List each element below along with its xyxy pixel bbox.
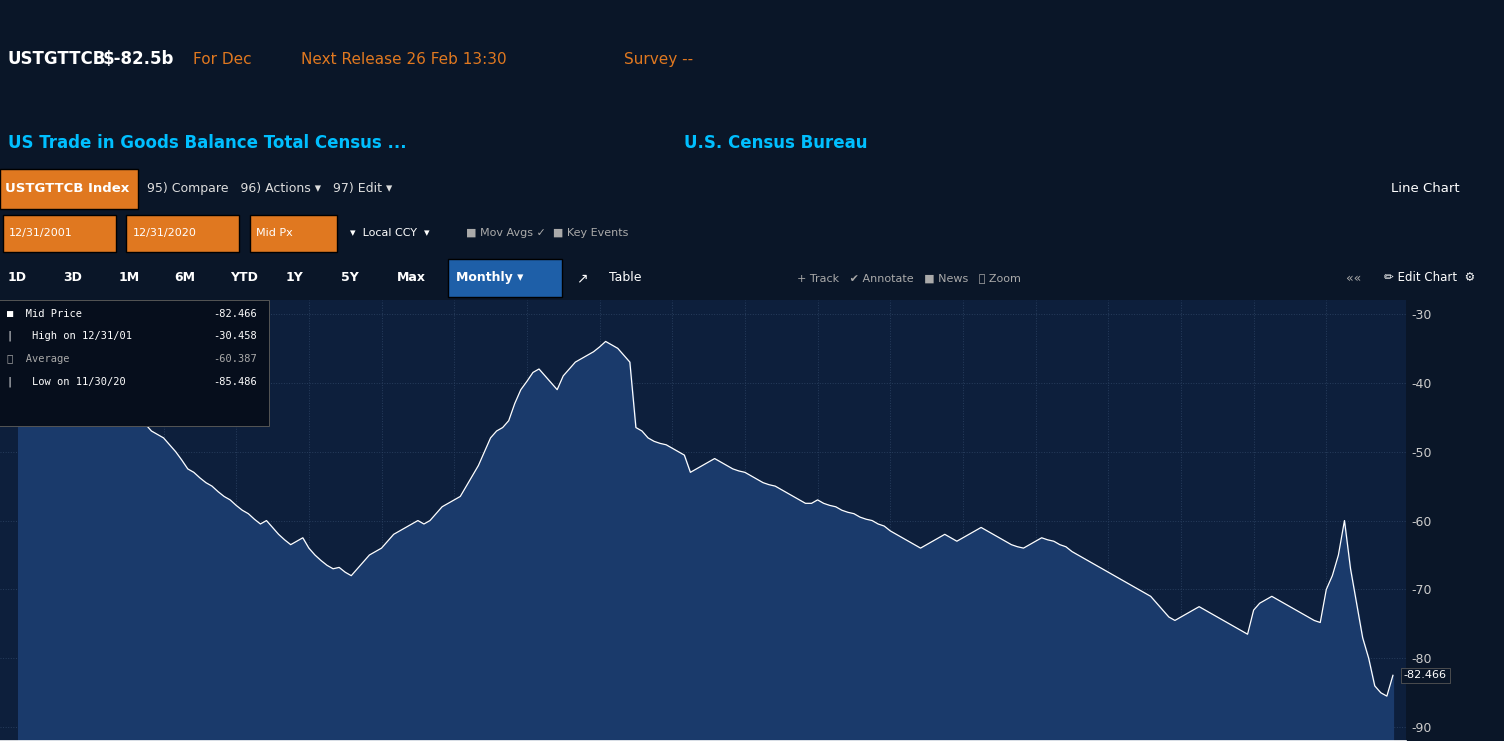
- Text: ✏ Edit Chart  ⚙: ✏ Edit Chart ⚙: [1384, 271, 1475, 285]
- Text: YTD: YTD: [230, 271, 259, 285]
- Text: USTGTTCB Index: USTGTTCB Index: [5, 182, 129, 196]
- Text: ▾  Local CCY  ▾: ▾ Local CCY ▾: [350, 228, 430, 239]
- Text: + Track   ✔ Annotate   ■ News   🔍 Zoom: + Track ✔ Annotate ■ News 🔍 Zoom: [797, 273, 1021, 283]
- Text: 1M: 1M: [119, 271, 140, 285]
- Text: Mid Px: Mid Px: [256, 228, 292, 239]
- Text: ↗: ↗: [576, 271, 588, 285]
- FancyBboxPatch shape: [250, 215, 337, 252]
- Text: For Dec: For Dec: [193, 52, 251, 67]
- Text: -85.486: -85.486: [214, 377, 257, 387]
- Text: Max: Max: [397, 271, 426, 285]
- Text: Line Chart: Line Chart: [1391, 182, 1460, 196]
- Text: ■  Mid Price: ■ Mid Price: [8, 309, 83, 319]
- Text: $-82.5b: $-82.5b: [102, 50, 173, 68]
- Text: 1D: 1D: [8, 271, 27, 285]
- Text: ■ Mov Avgs ✓  ■ Key Events: ■ Mov Avgs ✓ ■ Key Events: [466, 228, 629, 239]
- Text: 95) Compare   96) Actions ▾   97) Edit ▾: 95) Compare 96) Actions ▾ 97) Edit ▾: [147, 182, 393, 196]
- Text: U.S. Census Bureau: U.S. Census Bureau: [684, 133, 868, 152]
- FancyBboxPatch shape: [3, 215, 116, 252]
- Text: 12/31/2001: 12/31/2001: [9, 228, 72, 239]
- Text: 1Y: 1Y: [286, 271, 304, 285]
- Text: 5Y: 5Y: [341, 271, 359, 285]
- Text: Next Release 26 Feb 13:30: Next Release 26 Feb 13:30: [301, 52, 507, 67]
- Text: USTGTTCB: USTGTTCB: [8, 50, 105, 68]
- Text: US Trade in Goods Balance Total Census ...: US Trade in Goods Balance Total Census .…: [8, 133, 406, 152]
- FancyBboxPatch shape: [0, 169, 138, 209]
- Text: 3D: 3D: [63, 271, 83, 285]
- Text: |   Low on 11/30/20: | Low on 11/30/20: [8, 377, 126, 388]
- Text: Table: Table: [609, 271, 642, 285]
- Text: ««: ««: [1346, 271, 1361, 285]
- Text: 12/31/2020: 12/31/2020: [132, 228, 196, 239]
- Text: -60.387: -60.387: [214, 354, 257, 364]
- FancyBboxPatch shape: [0, 300, 269, 426]
- Text: Monthly ▾: Monthly ▾: [456, 271, 523, 285]
- FancyBboxPatch shape: [448, 259, 562, 296]
- Text: -82.466: -82.466: [214, 309, 257, 319]
- FancyBboxPatch shape: [126, 215, 239, 252]
- Text: Survey --: Survey --: [624, 52, 693, 67]
- Text: -30.458: -30.458: [214, 331, 257, 341]
- Text: |   High on 12/31/01: | High on 12/31/01: [8, 331, 132, 342]
- Text: -82.466: -82.466: [1403, 671, 1447, 680]
- Text: ‧  Average: ‧ Average: [8, 354, 69, 364]
- Text: 6M: 6M: [174, 271, 196, 285]
